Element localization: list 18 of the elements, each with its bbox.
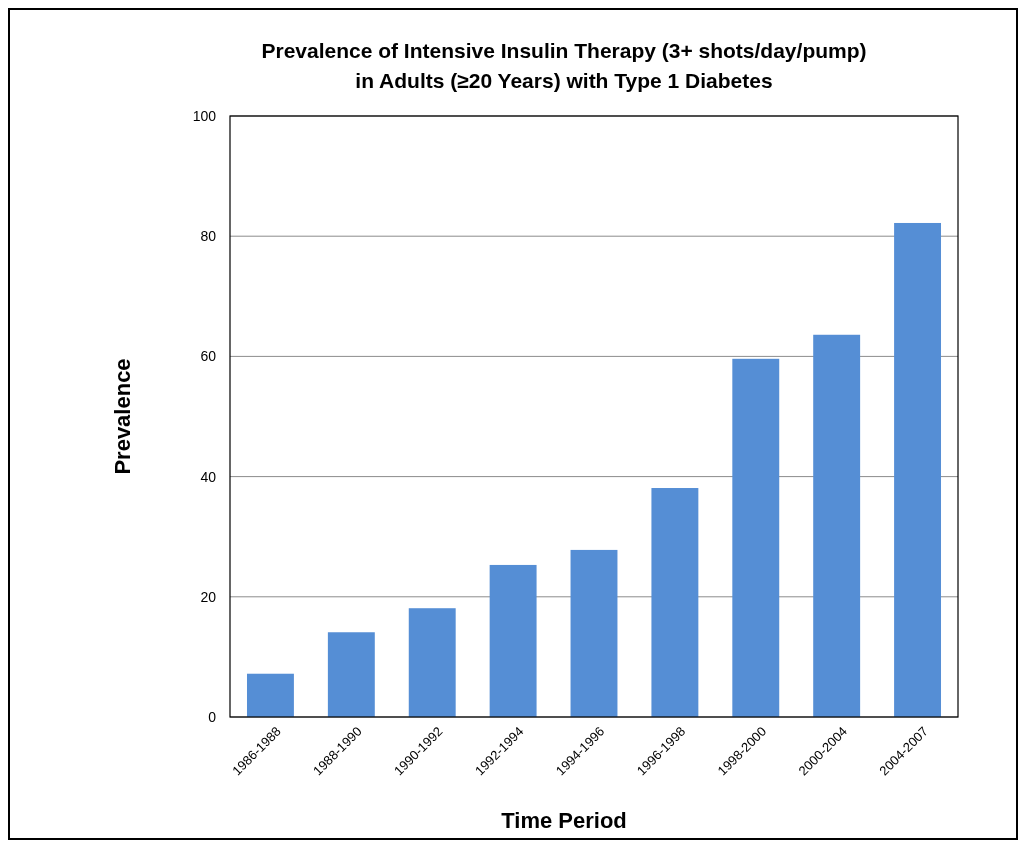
bar <box>894 222 942 717</box>
y-tick-label: 0 <box>208 708 217 725</box>
bar <box>408 608 456 717</box>
y-tick-label: 100 <box>192 107 217 124</box>
chart-title: Prevalence of Intensive Insulin Therapy (3+ shots/day/pump) in Adults (≥20 Years) with Type 1 Diabetes <box>261 39 867 92</box>
bar <box>570 549 618 717</box>
bar <box>732 358 780 717</box>
bar <box>327 632 375 717</box>
y-tick-label: 80 <box>200 228 217 245</box>
bar <box>246 673 294 717</box>
bar <box>489 564 537 717</box>
bar <box>651 488 699 717</box>
y-axis-title: Prevalence <box>110 358 135 475</box>
y-tick-label: 20 <box>200 588 217 605</box>
y-tick-label: 60 <box>200 348 217 365</box>
bar <box>813 334 861 717</box>
y-tick-label: 40 <box>200 468 217 485</box>
x-axis-title: Time Period <box>501 808 627 833</box>
